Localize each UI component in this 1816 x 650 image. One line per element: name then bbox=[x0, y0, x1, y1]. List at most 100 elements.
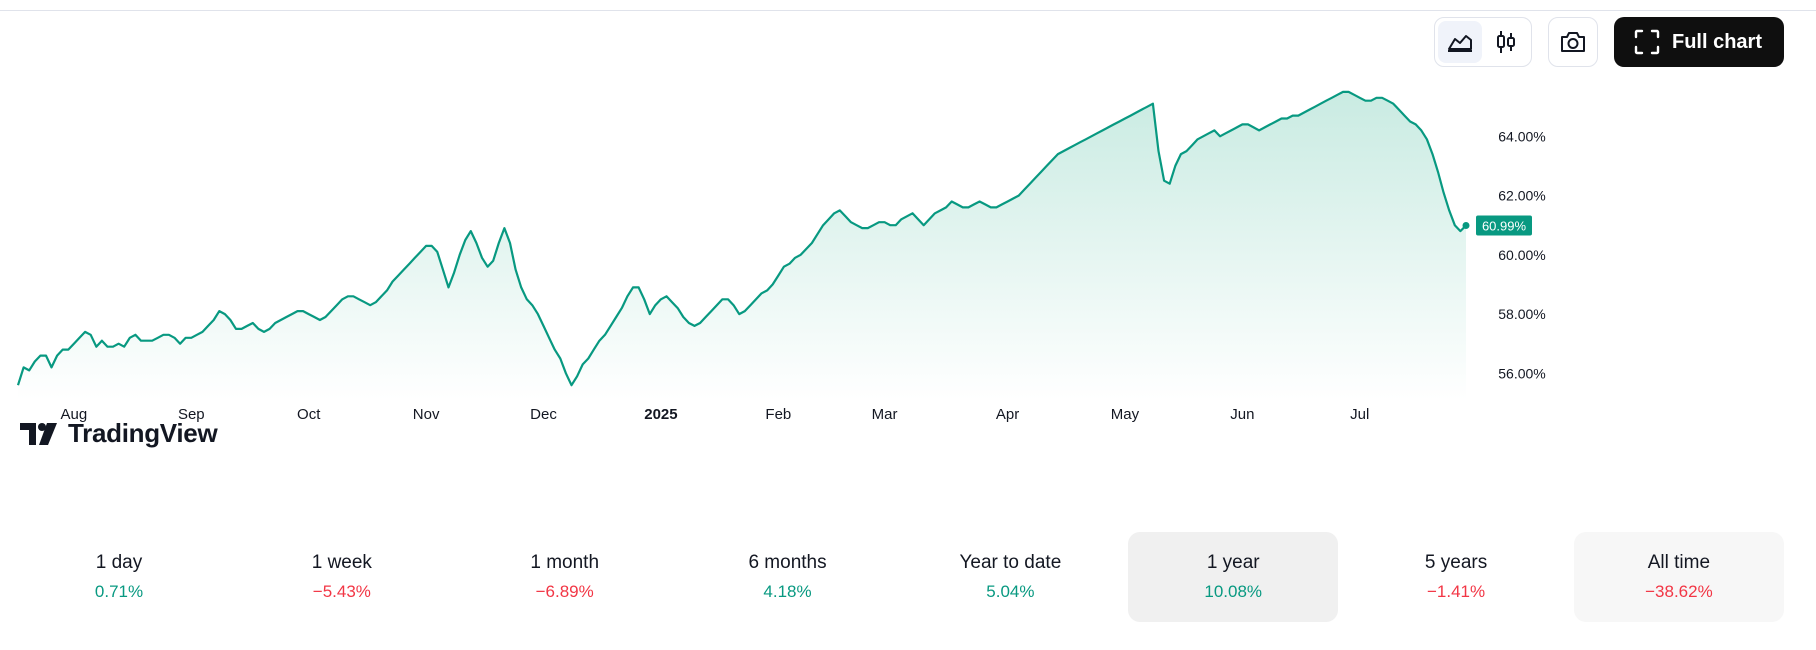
price-point[interactable] bbox=[1319, 102, 1323, 106]
price-point[interactable] bbox=[1168, 182, 1172, 186]
price-point[interactable] bbox=[1302, 111, 1306, 115]
price-point[interactable] bbox=[614, 315, 618, 319]
price-point[interactable] bbox=[474, 241, 478, 245]
price-point[interactable] bbox=[1358, 96, 1362, 100]
price-point[interactable] bbox=[1330, 96, 1334, 100]
price-point[interactable] bbox=[424, 244, 428, 248]
price-point[interactable] bbox=[642, 297, 646, 301]
price-point[interactable] bbox=[693, 324, 697, 328]
price-point[interactable] bbox=[743, 309, 747, 313]
price-point[interactable] bbox=[1246, 122, 1250, 126]
price-point[interactable] bbox=[111, 345, 115, 349]
period-tab[interactable]: 1 month −6.89% bbox=[460, 532, 670, 622]
price-point[interactable] bbox=[871, 223, 875, 227]
price-point[interactable] bbox=[860, 226, 864, 230]
price-point[interactable] bbox=[978, 200, 982, 204]
price-point[interactable] bbox=[447, 285, 451, 289]
price-point[interactable] bbox=[1363, 99, 1367, 103]
price-point[interactable] bbox=[687, 321, 691, 325]
price-point[interactable] bbox=[1067, 146, 1071, 150]
price-point[interactable] bbox=[1207, 131, 1211, 135]
price-point[interactable] bbox=[866, 226, 870, 230]
price-point[interactable] bbox=[83, 330, 87, 334]
price-point[interactable] bbox=[994, 205, 998, 209]
price-point[interactable] bbox=[1101, 128, 1105, 132]
price-point[interactable] bbox=[883, 220, 887, 224]
price-point[interactable] bbox=[1173, 164, 1177, 168]
price-point[interactable] bbox=[335, 303, 339, 307]
price-point[interactable] bbox=[514, 268, 518, 272]
price-point[interactable] bbox=[55, 354, 59, 358]
price-point[interactable] bbox=[592, 348, 596, 352]
price-point[interactable] bbox=[363, 300, 367, 304]
price-point[interactable] bbox=[1000, 202, 1004, 206]
price-point[interactable] bbox=[16, 383, 20, 387]
price-point[interactable] bbox=[530, 303, 534, 307]
price-point[interactable] bbox=[340, 297, 344, 301]
period-tab[interactable]: 1 day 0.71% bbox=[14, 532, 224, 622]
price-point[interactable] bbox=[480, 256, 484, 260]
price-point[interactable] bbox=[251, 321, 255, 325]
price-point[interactable] bbox=[100, 339, 104, 343]
price-point[interactable] bbox=[519, 285, 523, 289]
period-tab[interactable]: Year to date 5.04% bbox=[905, 532, 1115, 622]
price-point[interactable] bbox=[542, 324, 546, 328]
price-point[interactable] bbox=[441, 268, 445, 272]
price-point[interactable] bbox=[776, 274, 780, 278]
price-point[interactable] bbox=[122, 345, 126, 349]
period-tab[interactable]: 1 year 10.08% bbox=[1128, 532, 1339, 622]
price-point[interactable] bbox=[793, 256, 797, 260]
tradingview-logo[interactable]: TradingView bbox=[20, 418, 218, 449]
area-chart-button[interactable] bbox=[1437, 21, 1482, 63]
price-point[interactable] bbox=[201, 330, 205, 334]
price-point[interactable] bbox=[1134, 111, 1138, 115]
price-point[interactable] bbox=[329, 309, 333, 313]
price-point[interactable] bbox=[502, 226, 506, 230]
price-point[interactable] bbox=[106, 345, 110, 349]
price-point[interactable] bbox=[419, 250, 423, 254]
price-point[interactable] bbox=[486, 265, 490, 269]
price-point[interactable] bbox=[525, 297, 529, 301]
price-point[interactable] bbox=[536, 312, 540, 316]
snapshot-button[interactable] bbox=[1547, 17, 1598, 67]
price-point[interactable] bbox=[916, 217, 920, 221]
price-point[interactable] bbox=[782, 265, 786, 269]
price-point[interactable] bbox=[156, 336, 160, 340]
price-point[interactable] bbox=[927, 217, 931, 221]
price-point[interactable] bbox=[961, 205, 965, 209]
price-point[interactable] bbox=[1369, 99, 1373, 103]
price-point[interactable] bbox=[648, 312, 652, 316]
price-point[interactable] bbox=[855, 223, 859, 227]
price-point[interactable] bbox=[1442, 191, 1446, 195]
price-point[interactable] bbox=[1274, 120, 1278, 124]
price-point[interactable] bbox=[284, 315, 288, 319]
price-point[interactable] bbox=[139, 339, 143, 343]
price-point[interactable] bbox=[458, 253, 462, 257]
price-point[interactable] bbox=[1045, 164, 1049, 168]
price-point[interactable] bbox=[1050, 158, 1054, 162]
price-point[interactable] bbox=[1028, 182, 1032, 186]
price-point[interactable] bbox=[1224, 131, 1228, 135]
price-point[interactable] bbox=[22, 365, 26, 369]
price-point[interactable] bbox=[771, 282, 775, 286]
price-point[interactable] bbox=[754, 297, 758, 301]
price-point[interactable] bbox=[832, 211, 836, 215]
price-point[interactable] bbox=[653, 303, 657, 307]
price-point[interactable] bbox=[1335, 93, 1339, 97]
price-point[interactable] bbox=[1218, 134, 1222, 138]
price-point[interactable] bbox=[223, 312, 227, 316]
price-point[interactable] bbox=[497, 241, 501, 245]
price-point[interactable] bbox=[715, 303, 719, 307]
price-point[interactable] bbox=[1280, 117, 1284, 121]
price-point[interactable] bbox=[586, 357, 590, 361]
price-point[interactable] bbox=[922, 223, 926, 227]
price-point[interactable] bbox=[469, 229, 473, 233]
price-point[interactable] bbox=[1157, 149, 1161, 153]
price-point[interactable] bbox=[385, 288, 389, 292]
price-point[interactable] bbox=[374, 300, 378, 304]
price-point[interactable] bbox=[989, 205, 993, 209]
price-point[interactable] bbox=[972, 202, 976, 206]
price-point[interactable] bbox=[228, 318, 232, 322]
price-point[interactable] bbox=[1257, 128, 1261, 132]
price-point[interactable] bbox=[620, 306, 624, 310]
